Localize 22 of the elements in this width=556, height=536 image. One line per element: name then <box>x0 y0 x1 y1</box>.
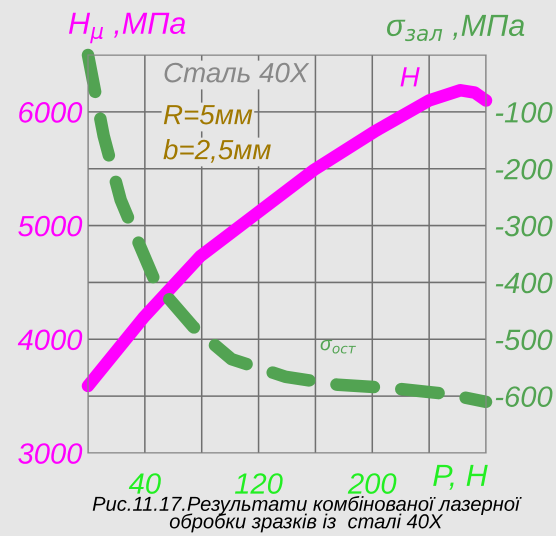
annotation: R=5мм <box>164 105 252 124</box>
x-tick-label: 120 <box>235 473 283 494</box>
y-axis-title: H$_{μ}$ ,МПа <box>68 12 186 44</box>
x-tick-label: 200 <box>348 473 396 494</box>
y2-tick-label: -100 <box>496 102 552 123</box>
series-label: H <box>400 67 420 86</box>
y2-tick-label: -200 <box>496 158 552 180</box>
y-tick-label: 5000 <box>18 216 82 236</box>
y-tick-label: 3000 <box>18 443 82 464</box>
y2-axis-title: σ$_{зал}$ ,МПа <box>387 14 524 42</box>
annotation: Сталь 40X <box>164 62 310 82</box>
annotation: b=2,5мм <box>163 139 271 163</box>
y2-tick-label: -400 <box>496 272 552 294</box>
y-tick-label: 4000 <box>18 329 82 350</box>
y2-tick-label: -300 <box>496 216 552 236</box>
x-axis-title: P, H <box>433 464 488 490</box>
text: Рис.11.17.Результати комбінованої лазерної обробки зразків із сталі 40X <box>92 496 522 532</box>
y2-tick-label: -500 <box>496 329 552 350</box>
y-tick-label: 6000 <box>19 102 82 123</box>
series-label: σ$_{ост}$ <box>320 340 356 354</box>
y2-tick-label: -600 <box>496 386 552 407</box>
x-tick-label: 40 <box>128 473 161 494</box>
